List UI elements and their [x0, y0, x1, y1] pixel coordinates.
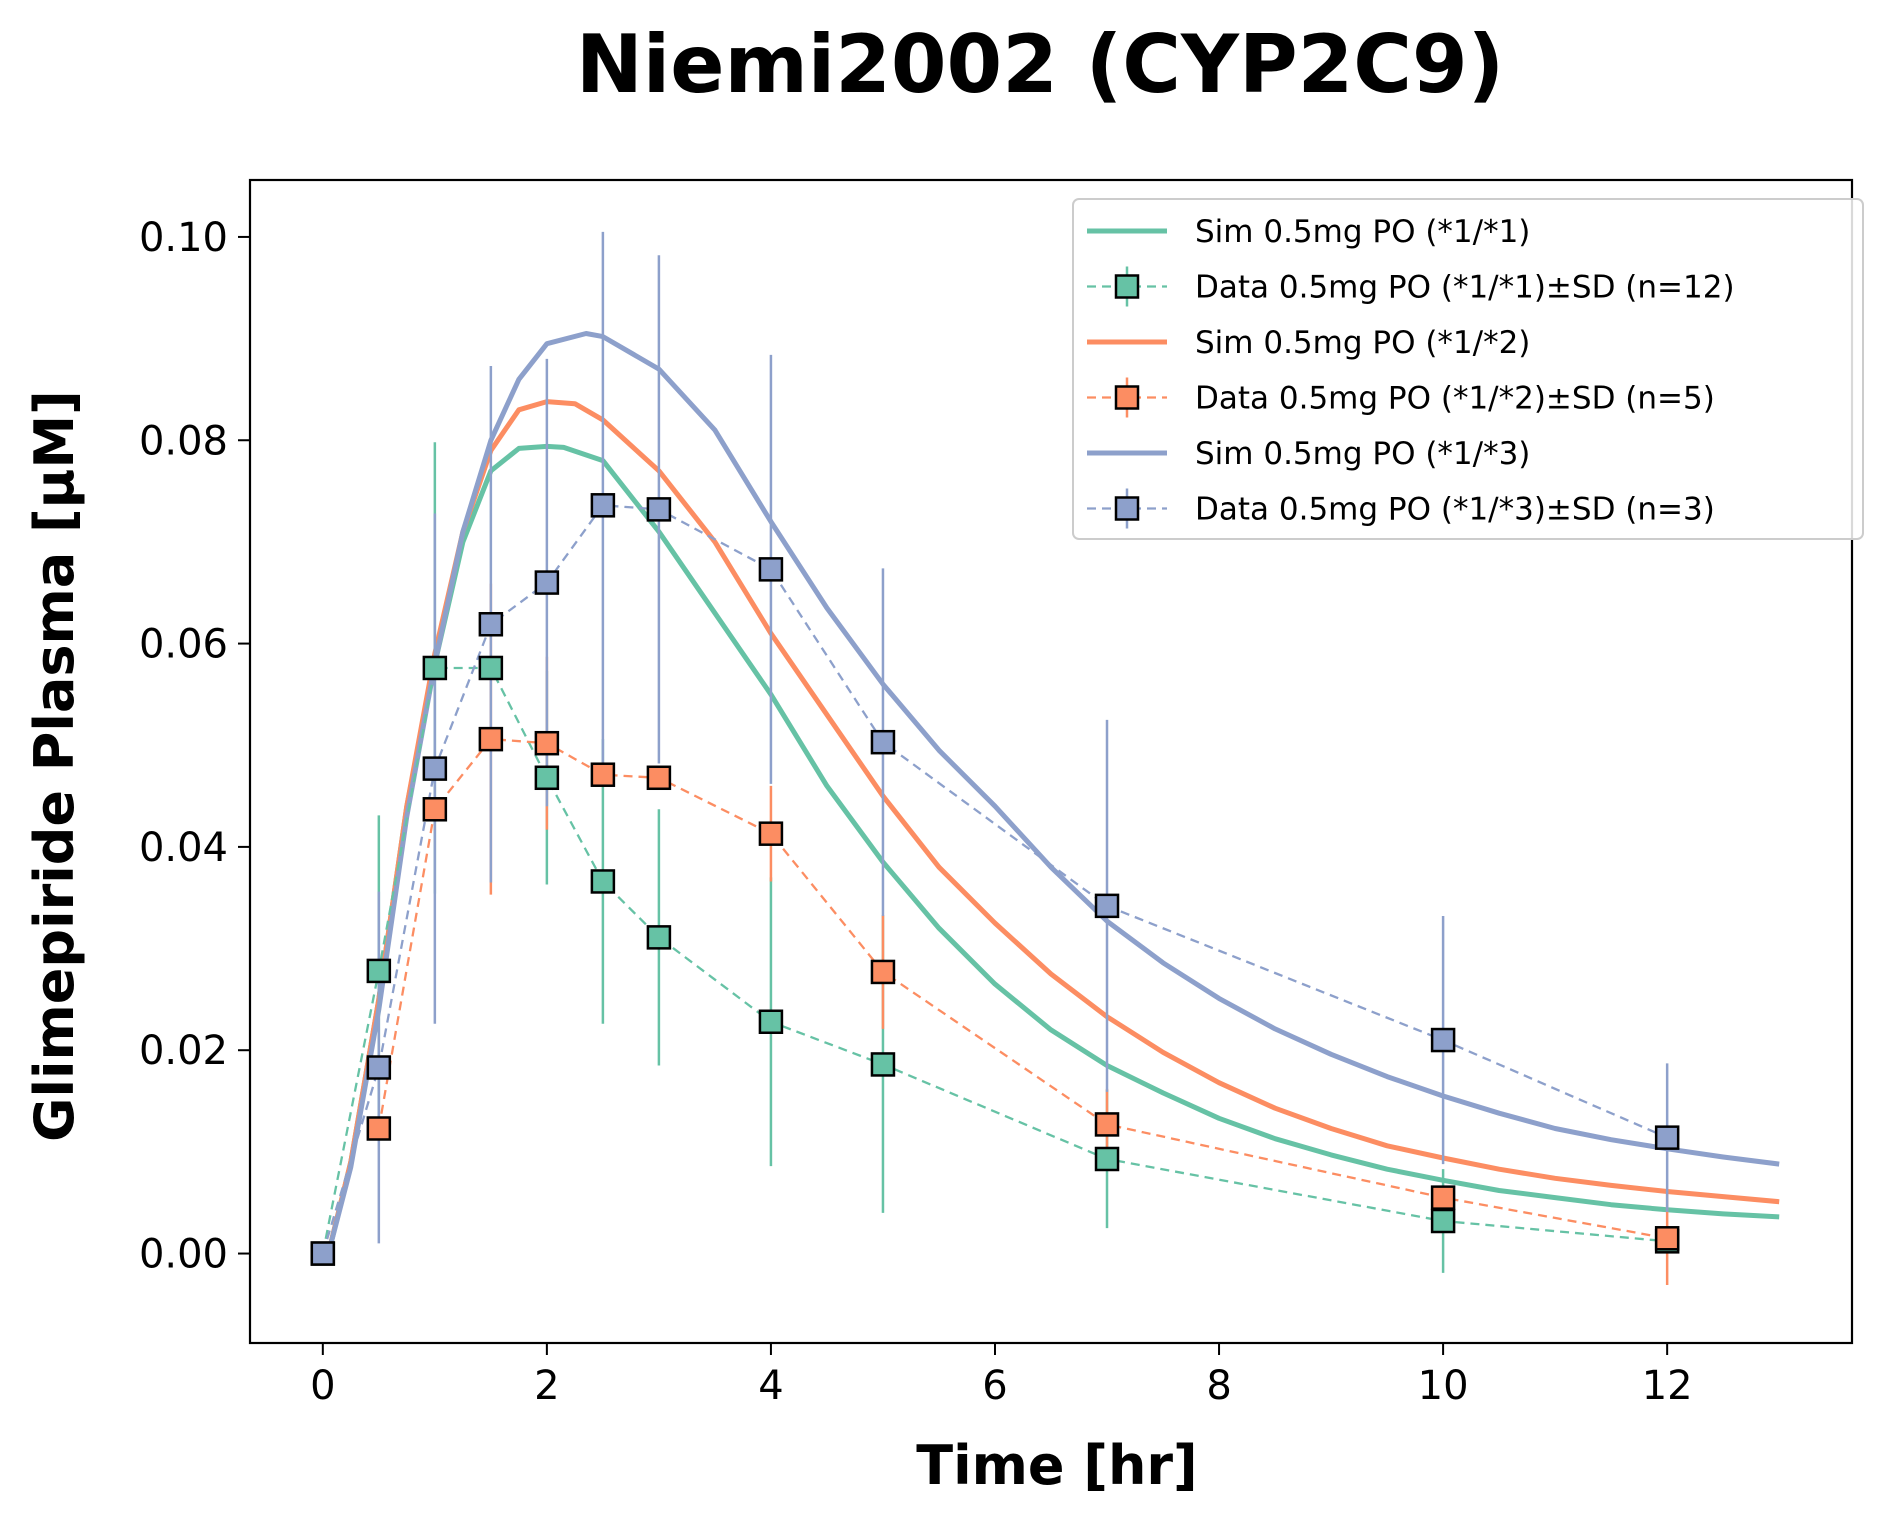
data-point [590, 869, 616, 894]
legend-data-swatch-marker [1114, 496, 1140, 521]
y-tick-label: 0.04 [139, 825, 228, 871]
data-point [1430, 1027, 1456, 1053]
data-point [646, 925, 672, 950]
legend-entry-label: Data 0.5mg PO (*1/*2)±SD (n=5) [1195, 381, 1715, 417]
x-tick-label: 0 [310, 1363, 335, 1409]
legend-data-swatch-marker [1114, 385, 1140, 410]
data-point [478, 612, 504, 637]
data-point [310, 1241, 336, 1266]
data-point [366, 958, 392, 984]
data-point [478, 655, 504, 681]
data-point [1430, 1185, 1456, 1210]
legend: Sim 0.5mg PO (*1/*1) Data 0.5mg PO (*1/*1… [1072, 198, 1864, 540]
data-point [590, 493, 616, 518]
data-point [1094, 893, 1120, 919]
data-point [1654, 1125, 1680, 1150]
x-tick-label: 12 [1642, 1363, 1693, 1409]
legend-entry-label: Sim 0.5mg PO (*1/*3) [1195, 436, 1530, 472]
chart-title: Niemi2002 (CYP2C9) [576, 18, 1504, 111]
y-axis-label: Glimepiride Plasma [µM] [23, 390, 86, 1142]
y-axis-ticks: 0.00 0.02 0.04 0.06 0.08 0.10 [139, 215, 250, 1278]
plot-frame [248, 178, 1854, 1345]
legend-entry-label: Data 0.5mg PO (*1/*1)±SD (n=12) [1195, 270, 1735, 306]
x-axis-label: Time [hr] [916, 1434, 1197, 1497]
data-point [534, 570, 560, 595]
data-point [590, 762, 616, 787]
data-point [870, 1052, 896, 1077]
sim-line-4 [325, 331, 1780, 1255]
x-tick-label: 8 [1206, 1363, 1231, 1409]
data-point [646, 497, 672, 522]
data-point [758, 557, 784, 582]
data-point [422, 797, 448, 822]
legend-entry-label: Sim 0.5mg PO (*1/*1) [1195, 214, 1530, 250]
sim-line-0 [325, 443, 1780, 1255]
x-tick-label: 2 [534, 1363, 559, 1409]
y-tick-label: 0.08 [139, 418, 228, 464]
y-tick-label: 0.10 [139, 215, 228, 261]
legend-data-swatch-marker [1114, 274, 1140, 299]
sim-lines-layer [325, 331, 1780, 1255]
plot-area [310, 231, 1780, 1286]
data-point [870, 729, 896, 755]
data-point [1094, 1146, 1120, 1172]
data-point [646, 765, 672, 791]
y-tick-label: 0.02 [139, 1028, 228, 1074]
legend-box [1072, 198, 1864, 540]
legend-entry-label: Sim 0.5mg PO (*1/*2) [1195, 325, 1530, 361]
data-line-1 [321, 666, 1668, 1254]
x-axis-ticks: 0 2 4 6 8 10 12 [310, 1343, 1693, 1409]
data-point [1430, 1208, 1456, 1234]
y-tick-label: 0.06 [139, 622, 228, 668]
data-point [870, 959, 896, 985]
data-point [534, 730, 560, 756]
legend-entry-label: Data 0.5mg PO (*1/*3)±SD (n=3) [1195, 492, 1715, 528]
data-point [478, 726, 504, 752]
x-tick-label: 6 [982, 1363, 1007, 1409]
data-point [758, 1009, 784, 1035]
y-tick-label: 0.00 [139, 1232, 228, 1278]
data-point [366, 1116, 392, 1141]
x-tick-label: 4 [758, 1363, 783, 1409]
data-point [422, 655, 448, 681]
data-point [422, 756, 448, 781]
data-point [1654, 1226, 1680, 1251]
data-point [758, 821, 784, 846]
data-line-5 [321, 504, 1668, 1254]
data-point [1094, 1112, 1120, 1137]
data-point [534, 765, 560, 791]
data-markers-layer [310, 493, 1680, 1266]
x-tick-label: 10 [1418, 1363, 1469, 1409]
data-point [366, 1055, 392, 1080]
